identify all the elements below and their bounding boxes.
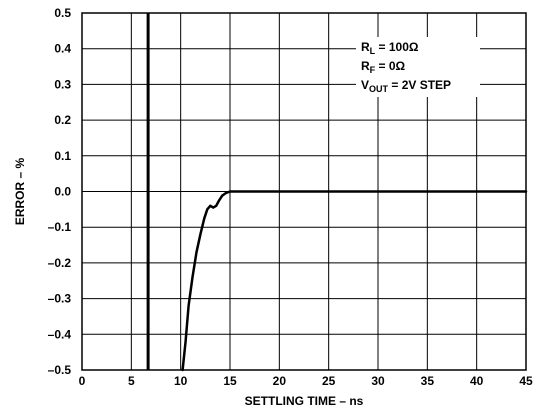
x-tick-label: 5: [128, 374, 135, 388]
series-line: [181, 190, 528, 372]
x-tick-label: 25: [322, 374, 336, 388]
x-tick-label: 0: [79, 374, 86, 388]
x-tick-label: 10: [174, 374, 188, 388]
annotation-rf: RF = 0Ω: [361, 59, 406, 75]
x-axis-label: SETTLING TIME – ns: [245, 394, 364, 408]
y-axis-label: ERROR – %: [13, 158, 27, 226]
x-tick-label: 20: [273, 374, 287, 388]
y-tick-label: 0.2: [54, 113, 71, 127]
annotation-background: [356, 37, 480, 97]
y-tick-label: 0.5: [54, 6, 71, 20]
x-tick-label: 35: [421, 374, 435, 388]
conditions-annotation: RL = 100Ω RF = 0Ω VOUT = 2V STEP: [356, 37, 480, 97]
x-tick-label: 45: [519, 374, 533, 388]
y-tick-label: –0.3: [48, 292, 72, 306]
annotation-vout: VOUT = 2V STEP: [361, 78, 451, 94]
y-tick-label: 0.1: [54, 149, 71, 163]
x-tick-labels: 0 5 10 15 20 25 30 35 40 45: [79, 374, 533, 388]
y-tick-label: –0.1: [48, 220, 72, 234]
x-tick-label: 15: [223, 374, 237, 388]
y-tick-label: 0.3: [54, 77, 71, 91]
y-tick-label: –0.4: [48, 327, 72, 341]
y-tick-label: 0.0: [54, 185, 71, 199]
x-tick-label: 30: [371, 374, 385, 388]
y-tick-labels: 0.5 0.4 0.3 0.2 0.1 0.0 –0.1 –0.2 –0.3 –0.4 –0.5: [48, 6, 72, 377]
error-series: [181, 190, 528, 372]
y-tick-label: 0.4: [54, 42, 71, 56]
y-tick-label: –0.2: [48, 256, 72, 270]
annotation-rl: RL = 100Ω: [361, 40, 419, 56]
y-tick-label: –0.5: [48, 363, 72, 377]
x-tick-label: 40: [470, 374, 484, 388]
